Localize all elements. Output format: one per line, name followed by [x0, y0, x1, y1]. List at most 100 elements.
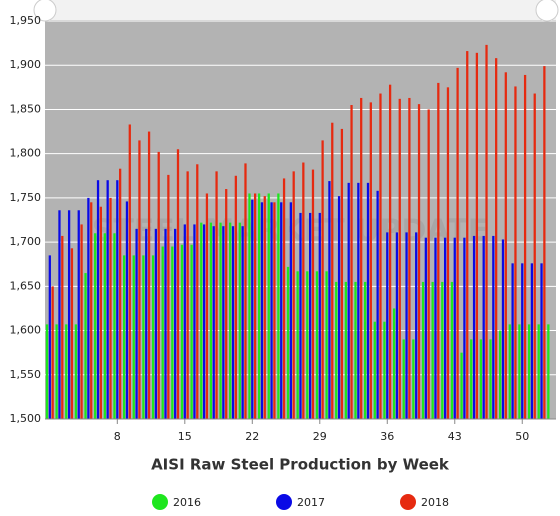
bar — [260, 202, 264, 419]
legend-marker — [400, 494, 416, 510]
x-tick-label: 15 — [178, 430, 192, 443]
bar — [456, 67, 459, 420]
bar — [200, 222, 203, 419]
bar — [311, 169, 315, 419]
bar — [151, 255, 155, 419]
bar — [58, 210, 61, 419]
slider-handle-left[interactable] — [33, 0, 57, 22]
bar — [318, 212, 321, 419]
bar — [446, 87, 450, 419]
bar — [395, 232, 399, 419]
bar — [234, 175, 237, 419]
bar — [280, 202, 283, 419]
bar — [514, 86, 517, 420]
bar — [533, 93, 536, 419]
bar — [321, 140, 324, 419]
bar — [379, 93, 382, 419]
bar — [186, 171, 189, 419]
bar — [267, 193, 270, 419]
bar — [527, 324, 531, 419]
bar — [205, 193, 209, 419]
bar — [366, 182, 370, 419]
bar — [495, 58, 498, 419]
bar — [248, 193, 251, 419]
x-tick-label: 22 — [245, 430, 259, 443]
bar — [55, 324, 58, 419]
bar — [364, 281, 367, 419]
bar — [96, 180, 100, 419]
y-tick-label: 1,550 — [10, 368, 42, 381]
bar — [331, 122, 334, 419]
bar — [475, 52, 479, 420]
bar — [417, 104, 421, 419]
bar — [499, 330, 502, 419]
bar — [171, 246, 174, 419]
bar — [106, 180, 109, 419]
bar — [463, 237, 466, 419]
bar — [521, 263, 524, 419]
x-tick-label: 36 — [380, 430, 394, 443]
bar — [357, 182, 360, 419]
legend: 2016 2017 2018 — [152, 494, 449, 510]
bar — [209, 222, 213, 419]
x-tick-label: 29 — [313, 430, 327, 443]
bar — [427, 109, 430, 419]
bar — [466, 51, 469, 420]
bar — [443, 237, 447, 419]
x-tick-label: 50 — [515, 430, 529, 443]
bar — [523, 74, 527, 419]
bar — [530, 263, 534, 419]
bar — [388, 84, 392, 420]
legend-label: 2016 — [173, 496, 201, 509]
bar — [270, 202, 273, 419]
bar — [328, 181, 331, 419]
bar — [244, 163, 247, 419]
bar — [164, 228, 167, 419]
bar — [412, 339, 415, 419]
bar — [145, 228, 148, 419]
bar — [421, 281, 425, 419]
bar — [273, 202, 276, 419]
bar — [80, 224, 83, 419]
bar — [251, 199, 254, 419]
bar — [489, 339, 492, 419]
bar — [376, 190, 379, 419]
bar — [128, 124, 131, 419]
range-slider[interactable] — [45, 0, 556, 20]
slider-handle-right[interactable] — [535, 0, 559, 22]
bar — [424, 237, 427, 419]
legend-marker — [152, 494, 168, 510]
bar — [437, 82, 440, 420]
bar — [302, 162, 305, 419]
bar — [472, 235, 476, 419]
bar — [135, 228, 138, 419]
bar — [398, 98, 401, 419]
bar — [67, 210, 71, 419]
bar — [325, 271, 328, 419]
bar — [193, 224, 196, 419]
bar — [225, 189, 228, 419]
bar — [174, 228, 177, 419]
bar — [87, 197, 90, 419]
bar — [238, 222, 241, 419]
bar — [547, 324, 550, 419]
bar — [460, 352, 463, 419]
bar — [306, 271, 309, 419]
bar — [263, 196, 266, 419]
y-tick-label: 1,500 — [10, 412, 42, 425]
bar — [350, 105, 353, 420]
bar — [453, 237, 456, 419]
bar — [492, 235, 495, 419]
bar — [434, 237, 437, 419]
bar — [70, 248, 74, 419]
bar — [296, 271, 299, 419]
bar — [360, 97, 363, 420]
bar — [183, 224, 186, 419]
bar — [212, 226, 215, 419]
bar — [340, 128, 344, 419]
bars — [45, 44, 550, 420]
bar — [292, 171, 295, 419]
bar — [202, 224, 206, 419]
bar — [90, 202, 93, 419]
